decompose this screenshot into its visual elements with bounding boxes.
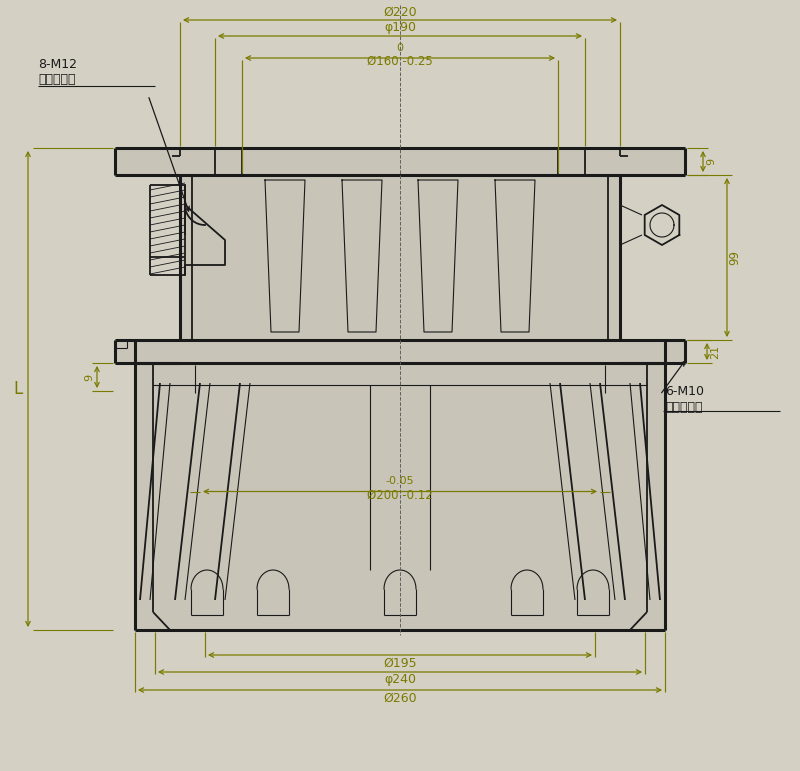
Text: φ240: φ240 [384, 674, 416, 686]
Bar [115, 340, 685, 363]
Bar [135, 363, 665, 630]
Text: 9: 9 [84, 373, 94, 381]
Text: 叶轮安装孔: 叶轮安装孔 [665, 401, 702, 414]
Text: 21: 21 [710, 345, 720, 359]
Bar [115, 148, 685, 175]
Text: -0.05: -0.05 [386, 476, 414, 487]
Text: 8-M12: 8-M12 [38, 58, 77, 71]
Text: Ø160 -0.25: Ø160 -0.25 [367, 55, 433, 68]
Text: Ø195: Ø195 [383, 656, 417, 669]
Text: Ø220: Ø220 [383, 5, 417, 19]
Text: Ø260: Ø260 [383, 692, 417, 705]
Text: 99: 99 [729, 250, 742, 265]
Bar [180, 175, 620, 340]
Text: L: L [14, 380, 22, 398]
Text: 0: 0 [397, 43, 403, 53]
Text: 6-M10: 6-M10 [665, 385, 704, 398]
Text: Ø200 -0.12: Ø200 -0.12 [367, 489, 433, 502]
Text: 电机安装孔: 电机安装孔 [38, 73, 75, 86]
Text: φ190: φ190 [384, 22, 416, 35]
Text: 9: 9 [706, 158, 716, 165]
